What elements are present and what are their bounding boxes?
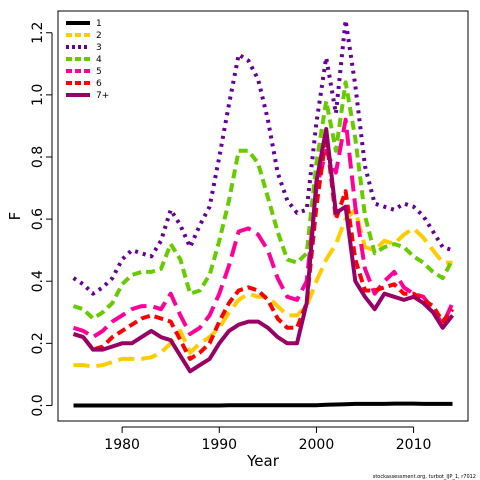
series-layer	[72, 18, 455, 408]
series-line-1	[73, 401, 453, 408]
series-line-6	[72, 133, 455, 361]
x-tick-label: 1980	[104, 437, 140, 453]
legend-label: 3	[96, 43, 102, 53]
y-axis: 0.0 0.2 0.4 0.6 0.8 1.0 1.2	[30, 22, 53, 417]
legend-label: 2	[96, 31, 102, 41]
series-line-7	[72, 127, 455, 374]
series-line-3	[72, 18, 454, 296]
legend-label: 5	[96, 67, 102, 77]
x-tick-label: 2010	[396, 437, 432, 453]
x-axis: 1980 1990 2000 2010	[104, 426, 432, 453]
x-tick-label: 2000	[299, 437, 335, 453]
legend: 1 2 3 4 5 6 7+	[66, 19, 109, 101]
x-axis-title: Year	[246, 452, 280, 470]
y-tick-label: 0.0	[30, 394, 46, 416]
credit-text: stockassessment.org, turbot_IJP_1, r7012	[373, 474, 476, 480]
y-tick-label: 0.2	[30, 332, 46, 354]
legend-label: 4	[96, 55, 102, 65]
y-tick-label: 1.0	[30, 84, 46, 106]
y-tick-label: 0.8	[30, 146, 46, 168]
legend-label: 6	[96, 79, 102, 89]
plot-frame	[57, 10, 469, 422]
series-line-5	[72, 117, 455, 340]
y-tick-label: 1.2	[30, 22, 46, 44]
y-axis-title: F	[6, 212, 24, 221]
legend-label: 7+	[96, 91, 109, 101]
legend-label: 1	[96, 19, 102, 29]
y-tick-label: 0.4	[30, 270, 46, 292]
y-tick-label: 0.6	[30, 208, 46, 230]
series-line-4	[72, 80, 455, 321]
x-tick-label: 1990	[201, 437, 237, 453]
